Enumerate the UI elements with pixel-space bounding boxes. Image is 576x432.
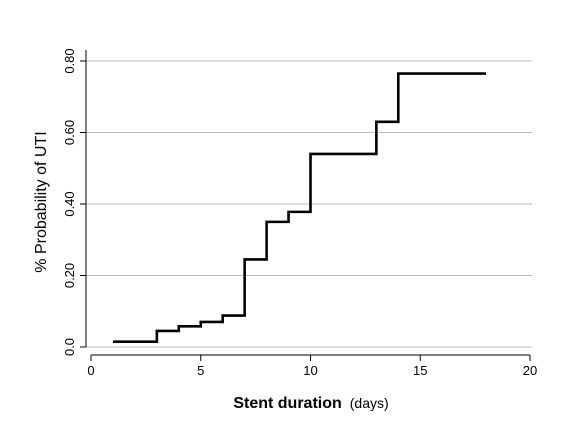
x-ticks: 0 5 10 15 20 xyxy=(87,355,537,378)
x-tick-label: 0 xyxy=(87,363,94,378)
x-tick-label: 5 xyxy=(197,363,204,378)
y-ticks: 0.0 0.20 0.40 0.60 0.80 xyxy=(62,48,86,356)
axes xyxy=(85,50,530,356)
y-tick-label: 0.40 xyxy=(62,191,77,216)
gridlines xyxy=(86,60,532,348)
x-axis-label-main: Stent duration xyxy=(233,395,341,412)
y-tick-label: 0.20 xyxy=(62,263,77,288)
y-tick-label: 0.80 xyxy=(62,48,77,73)
x-tick-label: 15 xyxy=(413,363,427,378)
x-tick-label: 10 xyxy=(303,363,317,378)
x-axis-label-unit: (days) xyxy=(350,395,389,411)
y-tick-label: 0.0 xyxy=(62,338,77,356)
x-tick-label: 20 xyxy=(523,363,537,378)
step-series-line xyxy=(112,72,487,343)
y-tick-label: 0.60 xyxy=(62,120,77,145)
y-axis-label: % Probability of UTI xyxy=(33,131,50,272)
series xyxy=(112,72,487,343)
x-axis-label: Stent duration (days) xyxy=(233,395,388,412)
